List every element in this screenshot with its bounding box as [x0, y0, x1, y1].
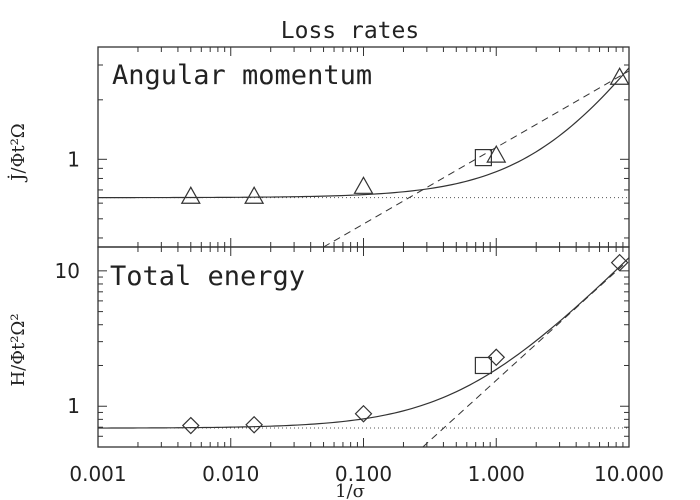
dashed-asymptote-bottom — [422, 264, 624, 448]
x-axis-label: 1/σ — [335, 481, 365, 500]
square-point — [474, 356, 492, 375]
diamond-point — [354, 404, 373, 423]
solid-fit-curve-bottom — [97, 257, 630, 429]
diamond-point — [487, 348, 506, 367]
y-tick-label-top: 1 — [67, 147, 80, 171]
triangle-point — [353, 176, 374, 194]
solid-fit-curve-top — [98, 67, 630, 199]
square-point — [474, 149, 492, 167]
y-tick-label-bottom: 10 — [55, 259, 80, 283]
panel-title-top: Angular momentum — [112, 60, 372, 91]
y-tick-label-bottom: 1 — [67, 394, 80, 418]
triangle-point — [486, 144, 507, 163]
diamond-point — [245, 415, 263, 434]
chart-title: Loss rates — [281, 18, 419, 44]
triangle-point — [244, 186, 265, 204]
triangle-point — [180, 186, 201, 204]
diamond-point — [610, 253, 629, 272]
diamond-point — [181, 416, 200, 435]
y-axis-label-top: J̇/Φt²Ω — [7, 123, 29, 182]
x-tick-label: 10.000 — [594, 462, 664, 486]
panel-angular-momentum: Angular momentum J̇/Φt²Ω — [7, 46, 630, 248]
dashed-asymptote-top — [323, 70, 630, 248]
x-tick-label: 0.001 — [69, 462, 126, 486]
y-axis-label-bottom: H/Φt²Ω² — [8, 313, 29, 386]
triangle-point — [609, 67, 630, 85]
x-tick-label: 0.010 — [202, 462, 259, 486]
x-tick-label: 1.000 — [468, 462, 525, 486]
x-tick-label: 0.100 — [335, 462, 392, 486]
chart-marks: 1 1 10 0.001 0.010 0.100 1.000 10.000 — [55, 47, 664, 486]
panel-title-bottom: Total energy — [110, 261, 305, 292]
